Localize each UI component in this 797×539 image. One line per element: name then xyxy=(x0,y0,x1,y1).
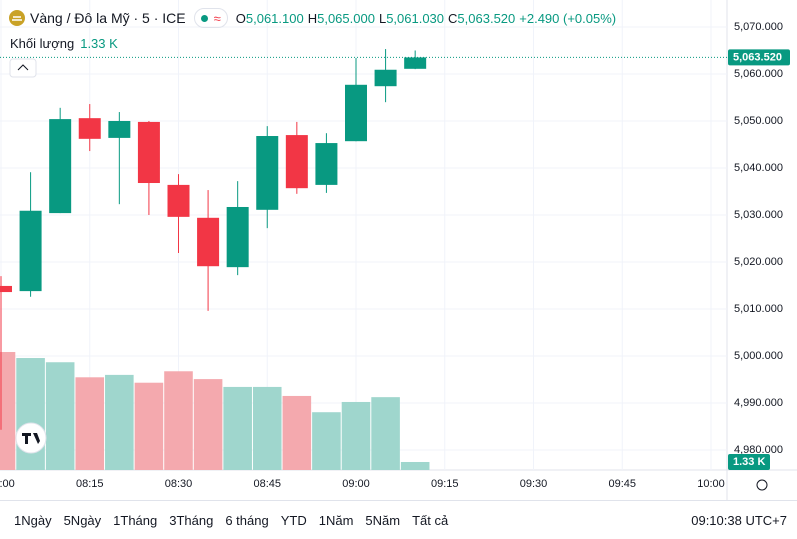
candle-body xyxy=(285,135,308,189)
x-tick-label: 08:00 xyxy=(0,478,15,490)
candle-body xyxy=(78,118,101,139)
candle-body xyxy=(226,206,249,268)
chart: 4,980.000 4,990.000 5,000.000 5,010.000 5,02… xyxy=(0,0,797,500)
x-tick-label: 09:00 xyxy=(342,478,370,490)
ohlc-value: 5,061.100 xyxy=(245,10,304,26)
y-tick-label: 4,990.000 xyxy=(734,397,783,409)
range-buttons: 1Ngày 5Ngày 1Tháng 3Tháng 6 tháng YTD 1Năm 5Năm… xyxy=(8,513,454,528)
ohlc: O 5,061.100 H 5,065.000 L 5,061.030 C 5,063.520 xyxy=(236,11,516,26)
volume-bar xyxy=(312,412,341,470)
status-pill[interactable]: ≈ xyxy=(193,8,228,28)
y-tick-label: 5,070.000 xyxy=(734,21,783,33)
ohlc-value: 5,061.030 xyxy=(386,10,445,26)
ohlc-key: C xyxy=(448,10,458,26)
ohlc-value: 5,065.000 xyxy=(317,10,375,26)
volume-bar xyxy=(105,374,134,470)
range-button[interactable]: 6 tháng xyxy=(225,513,269,528)
y-tick-label: 5,010.000 xyxy=(734,303,783,315)
volume-legend: Khối lượng 1.33 K xyxy=(10,36,118,51)
y-tick-label: 5,040.000 xyxy=(734,162,783,174)
volume-badge xyxy=(728,454,770,470)
candle-body xyxy=(49,119,72,214)
volume-badge-label: 1.33 K xyxy=(733,456,765,468)
y-tick-label: 4,980.000 xyxy=(734,444,783,456)
range-button[interactable]: 1Tháng xyxy=(113,513,158,528)
volume-bar xyxy=(164,371,193,470)
volume-bar xyxy=(75,377,105,470)
logo xyxy=(15,422,47,454)
ohlc-key: H xyxy=(307,10,318,26)
volume-bar xyxy=(400,461,430,470)
range-button[interactable]: 3Tháng xyxy=(169,513,214,528)
range-button[interactable]: 1Ngày xyxy=(14,513,52,528)
candle-body xyxy=(374,69,397,87)
x-tick-label: 09:30 xyxy=(520,478,548,490)
range-button[interactable]: Tất cả xyxy=(412,513,449,528)
ohlc-value: 5,063.520 xyxy=(457,10,516,26)
candle-body xyxy=(345,84,367,142)
x-tick-label: 09:45 xyxy=(608,478,636,490)
x-tick-label: 10:00 xyxy=(697,478,725,490)
axes: 4,980.000 4,990.000 5,000.000 5,010.000 5,02… xyxy=(0,21,790,490)
collapse-button[interactable] xyxy=(9,58,37,78)
volume-bar xyxy=(371,397,400,470)
candle-body xyxy=(404,57,427,69)
y-tick-label: 5,060.000 xyxy=(734,68,783,80)
y-tick-label: 5,020.000 xyxy=(734,256,783,268)
collapse-icon xyxy=(17,64,29,71)
last-price-label: 5,063.520 xyxy=(733,51,782,63)
candle-body xyxy=(19,210,42,292)
x-tick-label: 09:15 xyxy=(431,478,459,490)
range-button[interactable]: 5Năm xyxy=(365,513,401,528)
volume-bar xyxy=(134,382,164,470)
bottom-toolbar: 1Ngày 5Ngày 1Tháng 3Tháng 6 tháng YTD 1Năm 5Năm… xyxy=(0,500,797,539)
x-tick-label: 08:45 xyxy=(253,478,281,490)
y-tick-label: 5,050.000 xyxy=(734,115,783,127)
y-tick-label: 5,000.000 xyxy=(734,350,783,362)
volume-bar xyxy=(252,386,282,470)
candle-body xyxy=(256,136,279,210)
legend: Vàng / Đô la Mỹ · 5 · ICE ≈ O 5,061.100 H 5… xyxy=(8,8,616,28)
range-button[interactable]: 5Ngày xyxy=(63,513,102,528)
candle-body xyxy=(315,143,338,185)
candles xyxy=(0,49,427,430)
symbol[interactable]: Vàng / Đô la Mỹ · 5 · ICE xyxy=(30,10,186,26)
volume-label: Khối lượng xyxy=(10,36,75,51)
last-price-badge xyxy=(728,49,790,66)
candle-body xyxy=(197,217,220,267)
change: +2.490 (+0.05%) xyxy=(519,10,617,26)
volume-bar xyxy=(282,395,312,470)
volume-bar xyxy=(45,362,75,470)
range-button[interactable]: YTD xyxy=(280,513,307,528)
y-tick-label: 5,030.000 xyxy=(734,209,783,221)
volume-bar xyxy=(223,386,252,470)
volume-value: 1.33 K xyxy=(80,36,118,51)
volume-bar xyxy=(341,401,371,470)
candle-body xyxy=(137,121,160,184)
candle-body xyxy=(167,184,190,217)
x-tick-label: 08:15 xyxy=(76,478,104,490)
range-button[interactable]: 1Năm xyxy=(318,513,354,528)
symbol-icon xyxy=(9,10,25,26)
settings-icon[interactable] xyxy=(756,479,768,491)
clock: 09:10:38 UTC+7 xyxy=(691,513,787,528)
ohlc-key: L xyxy=(378,10,387,26)
x-tick-label: 08:30 xyxy=(165,478,193,490)
candle-body xyxy=(0,285,12,293)
candle-body xyxy=(108,120,131,138)
volume-bar xyxy=(0,352,16,470)
ohlc-key: O xyxy=(235,10,246,26)
volume-bars xyxy=(0,352,430,470)
logo-mark xyxy=(22,433,40,444)
volume-bar xyxy=(193,379,223,470)
